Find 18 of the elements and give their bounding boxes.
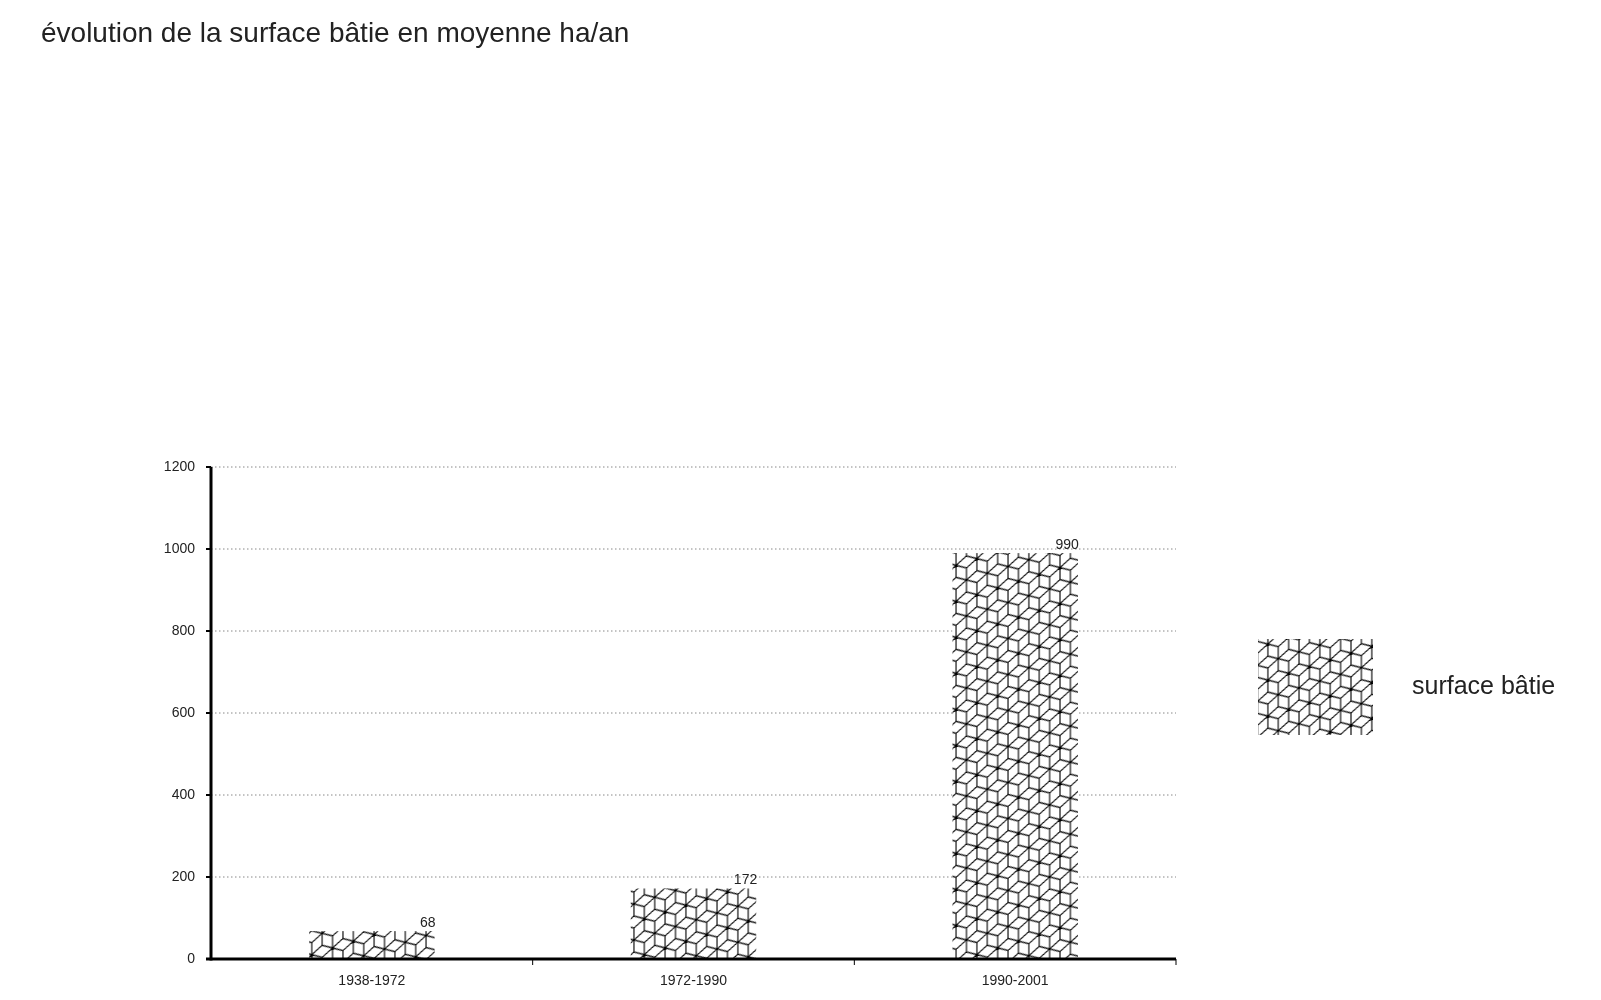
y-tick-label: 800 — [171, 621, 196, 638]
bar — [309, 931, 435, 959]
bar — [630, 888, 757, 959]
y-tick-label: 600 — [171, 703, 196, 720]
data-label: 68 — [419, 914, 436, 931]
y-tick-label: 200 — [171, 867, 196, 884]
y-tick-label: 1000 — [163, 539, 196, 556]
x-tick-label: 1990-2001 — [981, 972, 1049, 988]
text: surface bâtie — [1412, 670, 1556, 699]
chart-title: évolution de la surface bâtie en moyenne ha/an — [41, 17, 630, 48]
x-tick-label: 1938-1972 — [338, 972, 406, 988]
y-tick-label: 400 — [171, 785, 196, 802]
y-tick-label: 0 — [187, 949, 196, 966]
data-label: 990 — [1055, 536, 1080, 553]
y-tick-label: 1200 — [163, 457, 196, 474]
bar — [952, 553, 1078, 959]
data-label: 172 — [733, 871, 758, 888]
x-tick-label: 1972-1990 — [660, 972, 728, 988]
